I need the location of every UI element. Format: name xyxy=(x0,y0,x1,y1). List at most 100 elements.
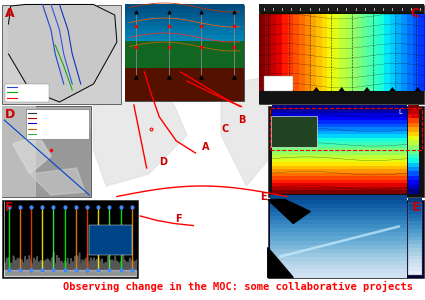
Bar xyxy=(272,161,407,166)
Bar xyxy=(125,68,244,100)
Bar xyxy=(408,109,419,114)
Bar xyxy=(408,262,422,267)
Bar xyxy=(408,149,419,154)
Bar xyxy=(270,224,407,228)
Bar xyxy=(408,176,419,180)
Bar xyxy=(272,172,407,176)
Bar xyxy=(125,13,244,18)
Bar xyxy=(125,34,244,39)
Bar xyxy=(408,236,422,240)
Bar xyxy=(259,4,424,103)
Bar xyxy=(384,14,391,92)
Bar xyxy=(125,4,244,9)
Bar xyxy=(408,240,422,244)
Bar xyxy=(2,106,36,196)
Bar xyxy=(272,116,407,120)
Bar xyxy=(408,105,419,110)
Bar xyxy=(408,244,422,248)
Bar xyxy=(288,14,294,92)
Bar xyxy=(408,118,419,123)
Bar xyxy=(408,228,422,233)
Bar xyxy=(282,14,288,92)
Bar xyxy=(125,39,244,43)
Bar xyxy=(408,180,419,185)
Bar xyxy=(408,232,422,237)
Polygon shape xyxy=(268,248,293,278)
Polygon shape xyxy=(30,168,85,195)
Bar xyxy=(2,106,91,196)
Polygon shape xyxy=(94,96,187,186)
Bar xyxy=(125,22,244,26)
Text: C: C xyxy=(221,124,229,134)
Polygon shape xyxy=(262,87,269,92)
Text: B: B xyxy=(411,108,420,121)
Bar xyxy=(125,47,244,52)
Bar xyxy=(345,14,351,92)
Bar xyxy=(272,179,407,183)
Bar xyxy=(270,260,407,265)
Text: Observing change in the MOC: some collaborative projects: Observing change in the MOC: some collab… xyxy=(63,280,413,292)
Bar xyxy=(408,122,419,127)
Bar xyxy=(272,105,407,110)
Bar xyxy=(125,9,244,13)
Bar xyxy=(276,14,283,92)
Bar xyxy=(272,186,407,190)
Bar xyxy=(272,154,407,158)
Bar xyxy=(272,137,407,141)
Polygon shape xyxy=(313,87,320,92)
Bar xyxy=(401,14,408,92)
Bar xyxy=(408,127,419,132)
Bar xyxy=(390,14,397,92)
Text: F: F xyxy=(175,214,182,224)
Bar xyxy=(408,189,419,194)
Bar xyxy=(408,209,422,214)
Bar xyxy=(270,215,407,220)
Bar xyxy=(272,112,407,116)
Bar xyxy=(270,211,407,216)
Bar xyxy=(270,256,407,261)
Polygon shape xyxy=(414,87,421,92)
Bar xyxy=(272,140,407,145)
Bar xyxy=(270,236,407,241)
Bar xyxy=(270,273,407,278)
Bar xyxy=(272,130,407,134)
Bar xyxy=(408,248,422,252)
Text: F: F xyxy=(5,201,14,214)
Bar xyxy=(268,200,424,278)
Bar xyxy=(270,199,407,204)
Bar xyxy=(271,116,317,147)
Bar xyxy=(272,119,407,124)
Bar xyxy=(259,4,424,12)
Bar xyxy=(270,108,422,150)
Bar xyxy=(271,14,277,92)
Bar xyxy=(270,207,407,212)
Bar xyxy=(293,14,300,92)
Polygon shape xyxy=(13,135,51,174)
Bar xyxy=(328,14,334,92)
Bar xyxy=(125,4,244,100)
Bar xyxy=(408,221,422,225)
Bar xyxy=(125,30,244,35)
Bar xyxy=(356,14,362,92)
Text: E: E xyxy=(260,191,267,202)
Bar xyxy=(305,14,311,92)
Bar xyxy=(408,259,422,263)
Bar xyxy=(408,270,422,274)
Bar xyxy=(272,168,407,172)
Bar xyxy=(339,14,345,92)
Polygon shape xyxy=(268,200,310,224)
Bar xyxy=(362,14,368,92)
Bar xyxy=(5,84,49,102)
Bar xyxy=(408,131,419,136)
Bar xyxy=(268,106,424,196)
Bar xyxy=(272,109,407,113)
Bar xyxy=(272,158,407,162)
Bar xyxy=(408,198,422,202)
Bar xyxy=(408,225,422,229)
Bar xyxy=(125,40,244,70)
Bar xyxy=(272,165,407,169)
Polygon shape xyxy=(221,78,276,186)
Bar xyxy=(26,109,89,139)
Text: L: L xyxy=(399,109,402,115)
Bar xyxy=(270,248,407,253)
